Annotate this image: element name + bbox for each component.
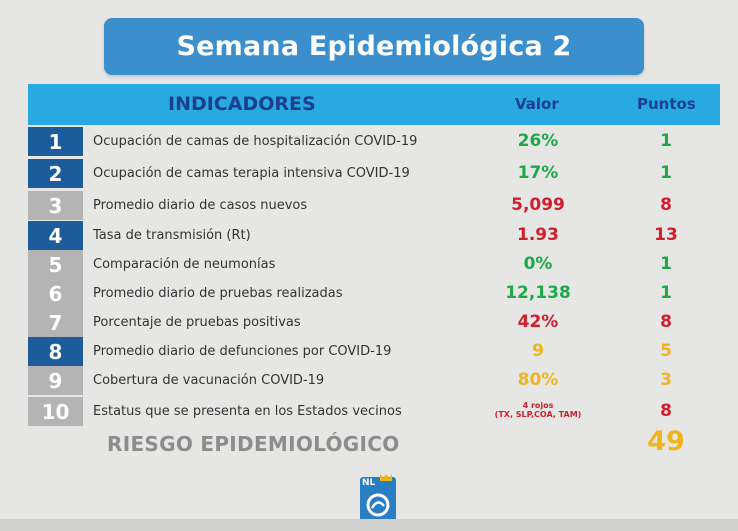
row-value: 1.93 <box>517 225 559 245</box>
logo-text: NL <box>362 478 376 488</box>
row-number: 4 <box>28 221 83 250</box>
table-header: INDICADORES Valor Puntos <box>28 84 720 125</box>
row-number: 3 <box>28 191 83 220</box>
riesgo-total: 49 <box>647 426 685 457</box>
row-label: Cobertura de vacunación COVID-19 <box>93 373 325 388</box>
row-value: 42% <box>517 312 559 332</box>
bottom-strip <box>0 519 738 531</box>
row-value: 0% <box>523 254 553 274</box>
page-title: Semana Epidemiológica 2 <box>176 31 572 62</box>
row-points: 1 <box>660 254 672 274</box>
row-label: Promedio diario de defunciones por COVID… <box>93 344 392 359</box>
table-row: 1 Ocupación de camas de hospitalización … <box>28 127 720 156</box>
table-row: 9 Cobertura de vacunación COVID-19 80% 3 <box>28 366 720 395</box>
row-points: 1 <box>660 283 672 303</box>
row-number: 2 <box>28 159 83 188</box>
row-points: 1 <box>660 163 672 183</box>
row-value: 26% <box>517 131 559 151</box>
row-value: 17% <box>517 163 559 183</box>
table-row: 3 Promedio diario de casos nuevos 5,099 … <box>28 191 720 220</box>
header-indicadores: INDICADORES <box>168 93 316 115</box>
row-number: 6 <box>28 279 83 308</box>
table-row: 2 Ocupación de camas terapia intensiva C… <box>28 159 720 188</box>
table-row: 4 Tasa de transmisión (Rt) 1.93 13 <box>28 221 720 250</box>
row-points: 8 <box>660 401 672 421</box>
row-label: Tasa de transmisión (Rt) <box>93 228 251 243</box>
nl-logo: NL <box>358 472 398 526</box>
table-row: 10 Estatus que se presenta en los Estado… <box>28 397 720 426</box>
row-value-status: 4 rojos (TX, SLP,COA, TAM) <box>478 401 598 419</box>
row-label: Promedio diario de pruebas realizadas <box>93 286 343 301</box>
table-row: 5 Comparación de neumonías 0% 1 <box>28 250 720 279</box>
row-points: 13 <box>654 225 678 245</box>
row-value: 12,138 <box>505 283 571 303</box>
row-points: 1 <box>660 131 672 151</box>
row-label: Ocupación de camas de hospitalización CO… <box>93 134 418 149</box>
row-label: Porcentaje de pruebas positivas <box>93 315 301 330</box>
row-value: 80% <box>517 370 559 390</box>
row-number: 9 <box>28 366 83 395</box>
header-valor: Valor <box>515 95 559 113</box>
row-value: 9 <box>532 341 544 361</box>
row-number: 8 <box>28 337 83 366</box>
row-points: 8 <box>660 312 672 332</box>
title-banner: Semana Epidemiológica 2 <box>104 18 644 75</box>
row-label: Comparación de neumonías <box>93 257 276 272</box>
status-line-2: (TX, SLP,COA, TAM) <box>494 410 582 419</box>
status-line-1: 4 rojos <box>522 401 554 410</box>
row-number: 5 <box>28 250 83 279</box>
row-points: 3 <box>660 370 672 390</box>
row-number: 10 <box>28 397 83 426</box>
riesgo-label: RIESGO EPIDEMIOLÓGICO <box>107 432 400 456</box>
table-row: 6 Promedio diario de pruebas realizadas … <box>28 279 720 308</box>
row-points: 5 <box>660 341 672 361</box>
table-row: 8 Promedio diario de defunciones por COV… <box>28 337 720 366</box>
table-row: 7 Porcentaje de pruebas positivas 42% 8 <box>28 308 720 337</box>
row-label: Ocupación de camas terapia intensiva COV… <box>93 166 410 181</box>
row-label: Estatus que se presenta en los Estados v… <box>93 404 402 419</box>
row-value: 5,099 <box>511 195 565 215</box>
row-points: 8 <box>660 195 672 215</box>
row-number: 7 <box>28 308 83 337</box>
row-number: 1 <box>28 127 83 156</box>
header-puntos: Puntos <box>637 95 696 113</box>
row-label: Promedio diario de casos nuevos <box>93 198 308 213</box>
